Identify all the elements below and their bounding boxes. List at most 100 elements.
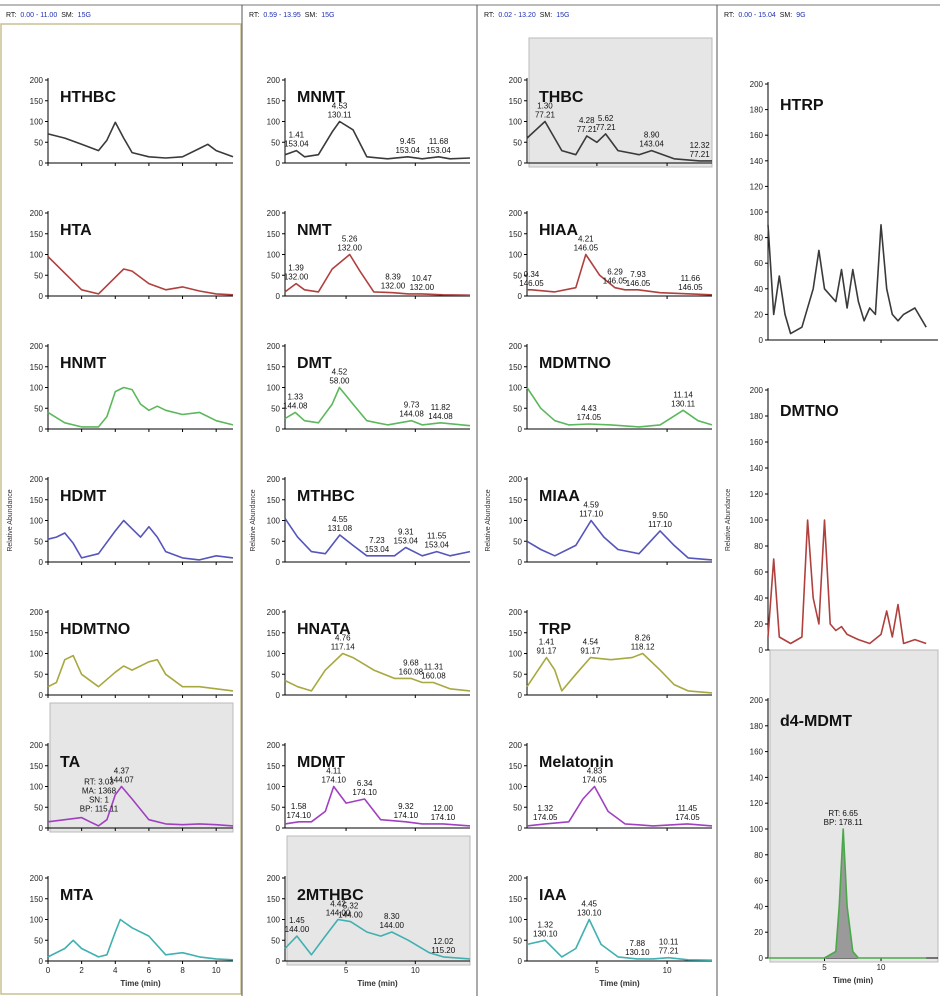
y-tick-label: 0	[276, 824, 281, 833]
header-rt: 0.00 - 11.00	[20, 12, 57, 19]
header-sm: 15G	[321, 12, 334, 19]
header-sm-label: SM:	[540, 12, 553, 19]
y-tick-label: 100	[509, 384, 523, 393]
panel-title: HTRP	[780, 97, 824, 114]
peak-label: 77.21	[577, 125, 598, 134]
peak-label: 153.04	[395, 146, 420, 155]
y-tick-label: 120	[750, 490, 764, 499]
y-tick-label: 0	[276, 425, 281, 434]
peak-label: 1.32	[537, 920, 553, 929]
peak-label: 146.05	[603, 277, 628, 286]
header-rt-label: RT:	[6, 12, 16, 19]
peak-label: 146.05	[519, 279, 544, 288]
peak-label: 131.08	[328, 524, 353, 533]
y-axis-label: Relative Abundance	[7, 489, 14, 551]
y-tick-label: 50	[271, 936, 280, 945]
peak-label: 1.32	[537, 804, 553, 813]
y-tick-label: 150	[30, 895, 44, 904]
x-tick-label: 8	[180, 966, 185, 975]
peak-label: 4.11	[326, 767, 342, 776]
y-tick-label: 0	[518, 425, 523, 434]
header-sm-label: SM:	[61, 12, 74, 19]
y-tick-label: 200	[267, 209, 281, 218]
peak-label: 4.53	[332, 102, 348, 111]
y-tick-label: 200	[30, 741, 44, 750]
peak-label: 6.34	[357, 779, 373, 788]
peak-label: 11.45	[678, 804, 698, 813]
y-tick-label: 150	[509, 230, 523, 239]
trace	[526, 652, 713, 694]
y-tick-label: 200	[509, 741, 523, 750]
peak-label: 1.45	[289, 916, 305, 925]
peak-label: 160.08	[399, 667, 424, 676]
header-rt-label: RT:	[484, 12, 494, 19]
peak-label: 9.32	[398, 802, 414, 811]
panel-title: HDMT	[60, 488, 106, 505]
peak-label: 144.08	[283, 401, 308, 410]
y-tick-label: 0	[39, 691, 44, 700]
y-tick-label: 150	[30, 629, 44, 638]
y-tick-label: 0	[518, 691, 523, 700]
x-tick-label: 5	[595, 966, 600, 975]
peak-label: 4.43	[581, 404, 597, 413]
peak-label: 6.29	[607, 268, 623, 277]
y-tick-label: 100	[509, 517, 523, 526]
peak-label: 144.07	[109, 776, 134, 785]
y-tick-label: 100	[267, 916, 281, 925]
y-tick-label: 150	[267, 762, 281, 771]
peak-label: 11.66	[681, 274, 701, 283]
y-tick-label: 50	[34, 271, 43, 280]
y-tick-label: 50	[34, 404, 43, 413]
y-tick-label: 200	[509, 342, 523, 351]
peak-label: 1.33	[287, 392, 303, 401]
y-tick-label: 200	[509, 874, 523, 883]
x-tick-label: 4	[113, 966, 118, 975]
peak-label: 8.26	[635, 634, 651, 643]
peak-label: 117.14	[331, 643, 355, 652]
peak-label: 9.73	[404, 401, 420, 410]
peak-label: 8.90	[644, 131, 660, 140]
y-tick-label: 80	[754, 542, 763, 551]
panel-title: DMTNO	[780, 403, 839, 420]
column-header: RT: 0.59 - 13.95 SM: 15G	[249, 12, 334, 19]
peak-label: 153.04	[365, 545, 390, 554]
y-tick-label: 120	[750, 182, 764, 191]
y-tick-label: 200	[750, 386, 764, 395]
trace	[527, 253, 713, 296]
peak-label: 1.41	[289, 131, 305, 140]
y-tick-label: 200	[267, 342, 281, 351]
y-tick-label: 100	[30, 517, 44, 526]
y-tick-label: 200	[30, 342, 44, 351]
y-tick-label: 100	[509, 118, 523, 127]
x-tick-label: 0	[46, 966, 51, 975]
header-sm: 9G	[796, 12, 805, 19]
y-tick-label: 50	[271, 537, 280, 546]
peak-label: RT: 3.03	[84, 778, 114, 787]
y-tick-label: 0	[39, 425, 44, 434]
panel-title: HNATA	[297, 621, 351, 638]
peak-label: 4.55	[332, 515, 348, 524]
y-tick-label: 140	[750, 464, 764, 473]
peak-label: BP: 115.11	[80, 805, 119, 814]
peak-label: 9.45	[400, 137, 416, 146]
trace	[526, 918, 713, 961]
trace	[284, 120, 471, 160]
trace	[526, 120, 712, 162]
y-axis-label: Relative Abundance	[725, 489, 732, 551]
panel-title: Melatonin	[539, 754, 614, 771]
y-tick-label: 50	[34, 537, 43, 546]
peak-label: 5.32	[343, 902, 359, 911]
y-tick-label: 150	[267, 97, 281, 106]
x-tick-label: 10	[663, 966, 672, 975]
header-sm: 15G	[556, 12, 569, 19]
y-tick-label: 40	[754, 902, 763, 911]
y-tick-label: 200	[509, 209, 523, 218]
peak-label: 132.00	[410, 283, 435, 292]
y-tick-label: 180	[750, 106, 764, 115]
y-tick-label: 100	[267, 783, 281, 792]
peak-label: 153.04	[425, 541, 450, 550]
header-rt: 0.02 - 13.20	[498, 12, 535, 19]
peak-label: 9.31	[398, 527, 414, 536]
y-tick-label: 160	[750, 131, 764, 140]
